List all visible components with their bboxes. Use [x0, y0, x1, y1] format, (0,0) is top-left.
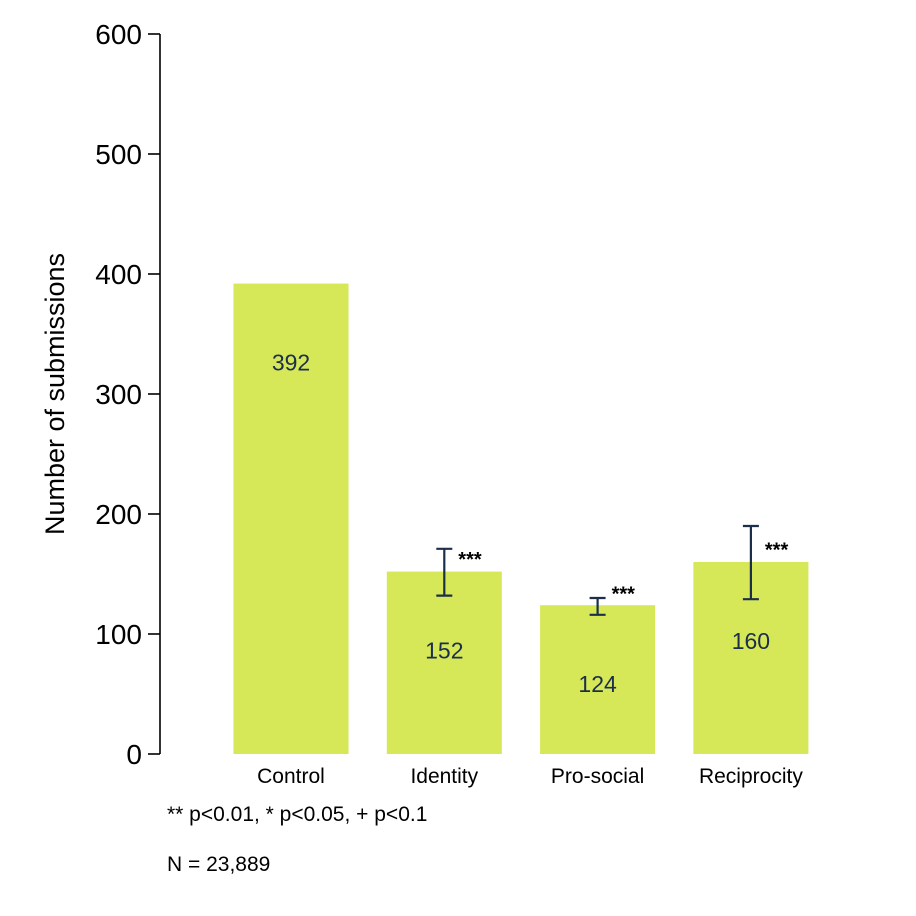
- y-axis: 0 100 200 300 400 500 600: [95, 19, 161, 770]
- y-tick-label: 300: [95, 379, 142, 410]
- bar-control: [233, 283, 349, 754]
- x-tick-label: Reciprocity: [699, 765, 803, 788]
- data-label: 160: [732, 628, 770, 654]
- error-bar: [436, 547, 453, 597]
- significance-stars: ***: [458, 549, 482, 571]
- y-tick-label: 100: [95, 619, 142, 650]
- y-tick-label: 500: [95, 139, 142, 170]
- significance-stars: ***: [765, 540, 789, 562]
- bars: [233, 283, 809, 754]
- x-tick-label: Identity: [410, 765, 478, 788]
- data-label: 124: [578, 671, 617, 697]
- x-tick-label: Control: [257, 765, 325, 788]
- data-label: 392: [272, 350, 310, 376]
- sample-size-note: N = 23,889: [167, 853, 271, 876]
- bar-identity: [386, 571, 502, 754]
- significance-stars: ***: [612, 583, 636, 605]
- y-tick-label: 0: [126, 739, 142, 770]
- significance-note: ** p<0.01, * p<0.05, + p<0.1: [167, 803, 428, 826]
- data-labels: 392 152 *** 124 *** 160 ***: [272, 350, 789, 698]
- y-tick-label: 400: [95, 259, 142, 290]
- data-label: 152: [425, 638, 463, 664]
- y-tick-label: 600: [95, 19, 142, 50]
- error-bars: [436, 524, 759, 616]
- error-bar: [589, 596, 606, 616]
- bar-pro-social: [540, 605, 656, 754]
- x-tick-labels: Control Identity Pro-social Reciprocity: [257, 765, 803, 788]
- y-tick-label: 200: [95, 499, 142, 530]
- y-axis-label: Number of submissions: [40, 253, 70, 535]
- x-tick-label: Pro-social: [551, 765, 644, 788]
- error-bar: [742, 524, 759, 601]
